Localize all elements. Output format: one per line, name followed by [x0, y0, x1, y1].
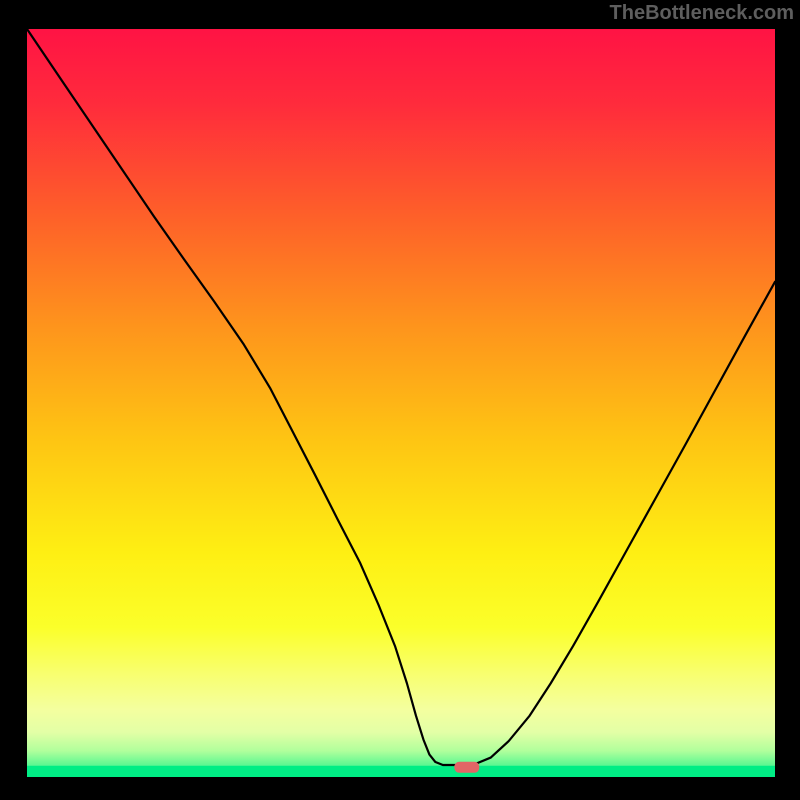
chart-svg	[27, 29, 775, 777]
bottleneck-chart	[27, 29, 775, 777]
baseline-band	[27, 766, 775, 777]
watermark-text: TheBottleneck.com	[610, 2, 794, 25]
optimal-point-marker	[454, 762, 479, 773]
